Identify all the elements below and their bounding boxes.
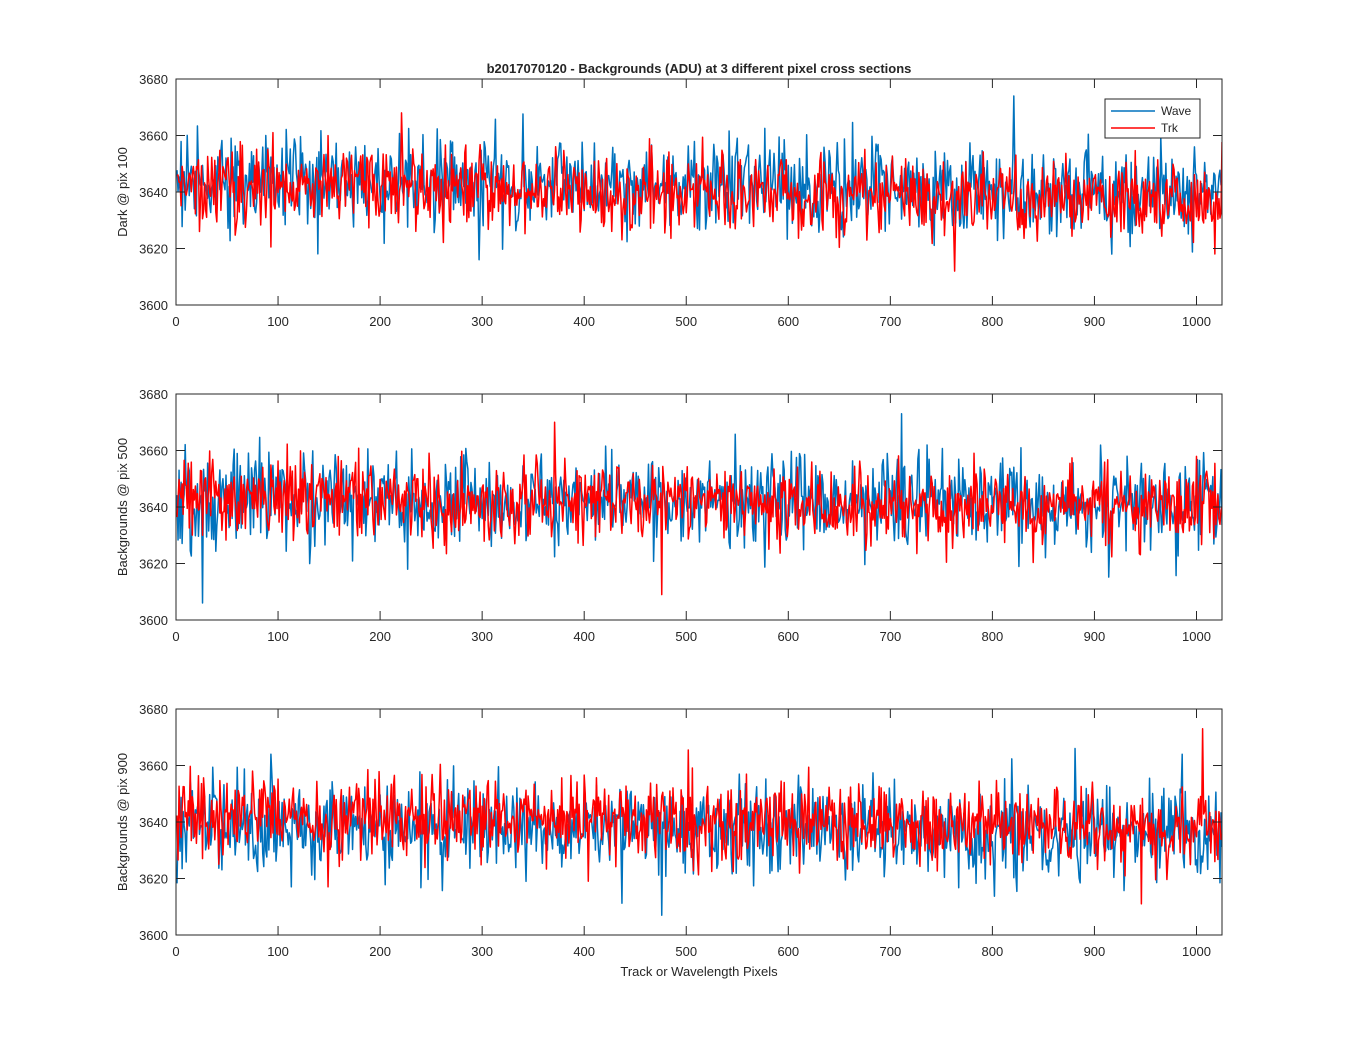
x-tick-label: 600 [777, 314, 799, 329]
x-tick-label: 700 [879, 944, 901, 959]
series-wave-line [176, 413, 1222, 604]
x-tick-label: 100 [267, 944, 289, 959]
x-tick-label: 400 [573, 314, 595, 329]
x-tick-label: 300 [471, 944, 493, 959]
y-tick-label: 3600 [139, 613, 168, 628]
x-tick-label: 300 [471, 629, 493, 644]
legend-label-wave: Wave [1161, 104, 1192, 118]
series-trk-line [176, 112, 1222, 272]
x-tick-label: 700 [879, 629, 901, 644]
x-tick-label: 200 [369, 314, 391, 329]
legend-box [1104, 98, 1201, 139]
x-tick-label: 200 [369, 944, 391, 959]
x-tick-label: 600 [777, 629, 799, 644]
x-tick-label: 400 [573, 944, 595, 959]
legend: Wave Trk [1104, 98, 1201, 139]
figure-title: b2017070120 - Backgrounds (ADU) at 3 dif… [487, 61, 912, 76]
y-axis-label: Dark @ pix 100 [115, 147, 130, 237]
x-tick-label: 100 [267, 314, 289, 329]
y-tick-label: 3680 [139, 72, 168, 87]
y-tick-label: 3640 [139, 815, 168, 830]
x-tick-label: 900 [1084, 314, 1106, 329]
y-tick-label: 3660 [139, 759, 168, 774]
y-tick-label: 3680 [139, 702, 168, 717]
x-tick-label: 900 [1084, 629, 1106, 644]
x-tick-label: 0 [172, 944, 179, 959]
x-tick-label: 400 [573, 629, 595, 644]
x-tick-label: 500 [675, 944, 697, 959]
x-tick-label: 1000 [1182, 629, 1211, 644]
x-tick-label: 200 [369, 629, 391, 644]
y-tick-label: 3640 [139, 185, 168, 200]
y-tick-label: 3620 [139, 872, 168, 887]
y-axis-label: Backgrounds @ pix 900 [115, 753, 130, 891]
y-tick-label: 3600 [139, 928, 168, 943]
x-tick-label: 800 [982, 314, 1004, 329]
x-tick-label: 900 [1084, 944, 1106, 959]
legend-label-trk: Trk [1161, 121, 1179, 135]
y-tick-label: 3620 [139, 557, 168, 572]
subplot-3: 0 100 200 300 400 500 600 700 800 900 1000 3600 3620… [115, 702, 1223, 959]
subplots: 0 100 200 300 400 500 600 700 800 900 100036003620… [115, 72, 1223, 959]
x-axis-label: Track or Wavelength Pixels [620, 964, 778, 979]
y-tick-label: 3640 [139, 500, 168, 515]
y-axis-label: Backgrounds @ pix 500 [115, 438, 130, 576]
x-tick-label: 100 [267, 629, 289, 644]
series-trk-line [176, 728, 1222, 905]
y-tick-label: 3600 [139, 298, 168, 313]
x-tick-label: 0 [172, 629, 179, 644]
x-tick-label: 1000 [1182, 944, 1211, 959]
y-tick-label: 3620 [139, 242, 168, 257]
x-tick-label: 300 [471, 314, 493, 329]
x-tick-label: 600 [777, 944, 799, 959]
y-tick-label: 3660 [139, 444, 168, 459]
subplot-2: 0 100 200 300 400 500 600 700 800 900 1000 3600 3620… [115, 387, 1223, 644]
series-trk-line [176, 421, 1222, 596]
subplot-1: 0 100 200 300 400 500 600 700 800 900 1000 3600 3620… [115, 72, 1223, 329]
x-tick-label: 700 [879, 314, 901, 329]
x-tick-label: 500 [675, 314, 697, 329]
y-tick-label: 3680 [139, 387, 168, 402]
x-tick-label: 0 [172, 314, 179, 329]
x-tick-label: 1000 [1182, 314, 1211, 329]
y-tick-label: 3660 [139, 129, 168, 144]
x-tick-label: 800 [982, 944, 1004, 959]
x-tick-label: 800 [982, 629, 1004, 644]
x-tick-label: 500 [675, 629, 697, 644]
